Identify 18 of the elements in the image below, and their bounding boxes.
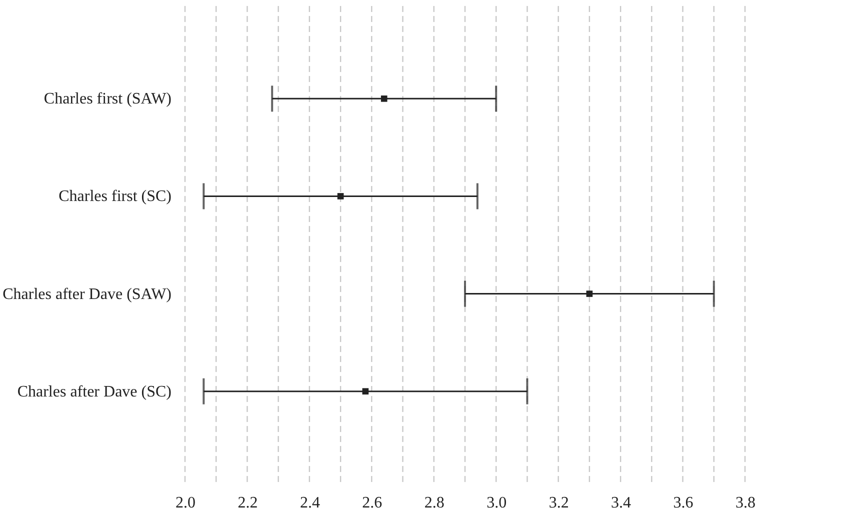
x-tick-label: 2.0 [176, 494, 196, 512]
x-tick-label: 3.4 [611, 494, 632, 512]
y-tick-label: Charles first (SC) [58, 188, 172, 206]
point [586, 290, 593, 297]
x-tick-label: 2.8 [424, 494, 444, 512]
x-tick-label: 2.2 [238, 494, 258, 512]
x-tick-label: 3.2 [548, 494, 569, 512]
x-tick-label: 3.8 [736, 494, 756, 512]
y-tick-label: Charles after Dave (SAW) [2, 286, 172, 303]
y-tick-label: Charles after Dave (SC) [17, 383, 172, 400]
x-tick-label: 2.4 [300, 494, 320, 512]
point [337, 193, 344, 200]
x-tick-label: 3.6 [673, 494, 694, 512]
x-tick-label: 2.6 [362, 494, 382, 512]
point [362, 388, 369, 394]
point [380, 96, 388, 102]
x-tick-label: 3.0 [486, 494, 507, 512]
y-tick-label: Charles first (SAW) [44, 90, 172, 108]
